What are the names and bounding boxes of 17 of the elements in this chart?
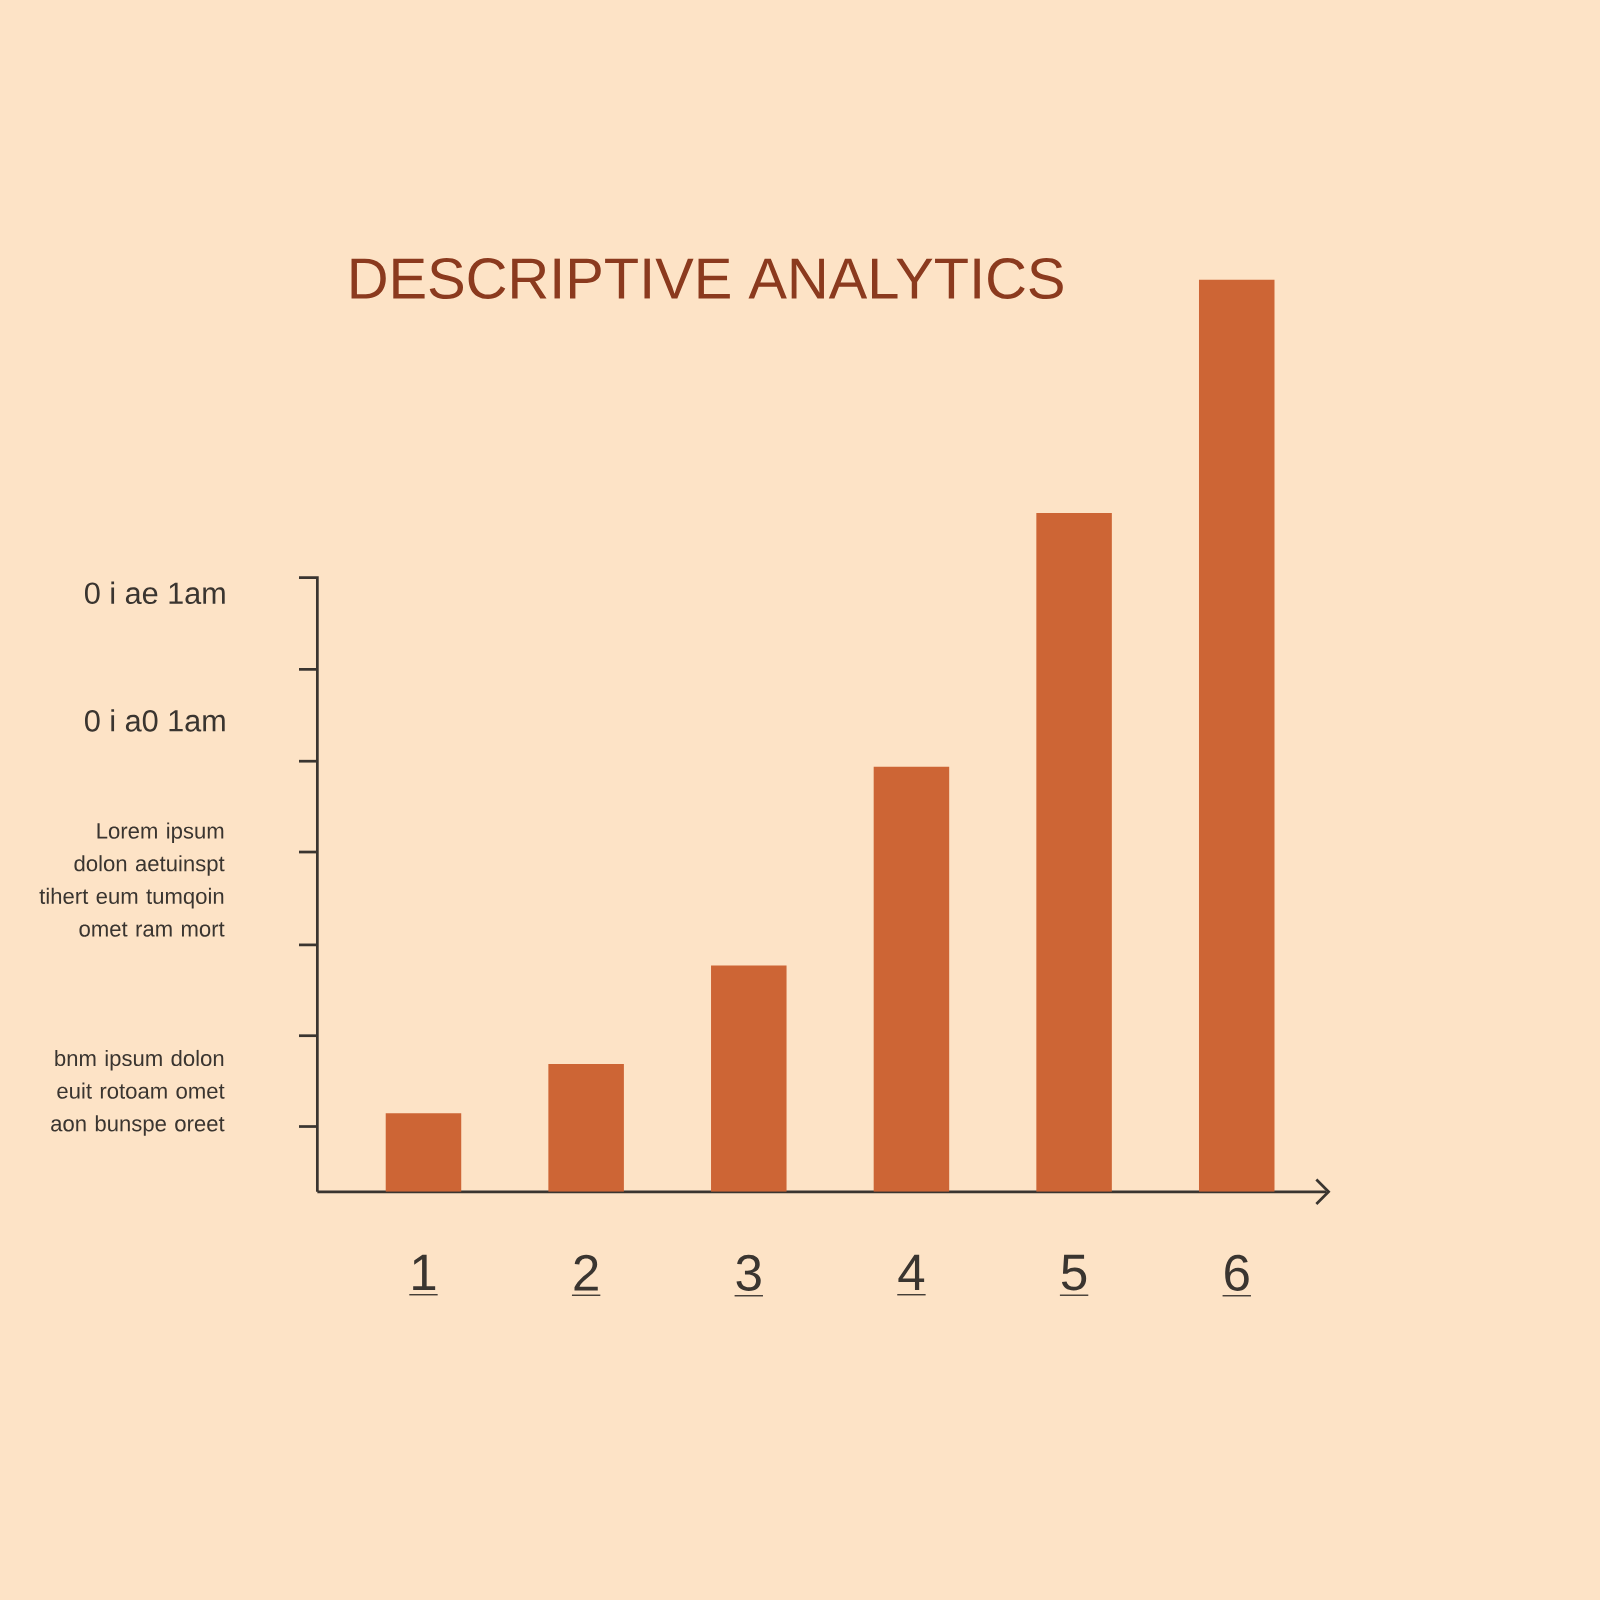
text: bnm ipsum dolon euit rotoam omet aon bunspe oreet <box>51 1049 225 1136</box>
x-tick-label: 6 <box>1225 1254 1249 1291</box>
x-tick-label: 2 <box>574 1254 598 1291</box>
bar <box>873 766 950 1192</box>
text: Lorem ipsum dolon aetuinspt tihert eum tumqoin omet ram mort <box>39 822 225 937</box>
x-tick-label: 3 <box>736 1254 761 1291</box>
text: 0 i a0 1am <box>84 709 225 732</box>
x-tick-label: 1 <box>413 1254 436 1290</box>
bar <box>711 965 787 1192</box>
bar <box>548 1064 624 1192</box>
x-tick-label: 5 <box>1061 1254 1087 1291</box>
text: 0 i ae 1am <box>84 581 225 605</box>
chart-title: DESCRIPTIVE ANALYTICS <box>351 258 1063 300</box>
bar <box>385 1113 462 1192</box>
bar <box>1198 279 1275 1192</box>
bar <box>1036 513 1112 1192</box>
x-tick-label: 4 <box>898 1254 925 1290</box>
